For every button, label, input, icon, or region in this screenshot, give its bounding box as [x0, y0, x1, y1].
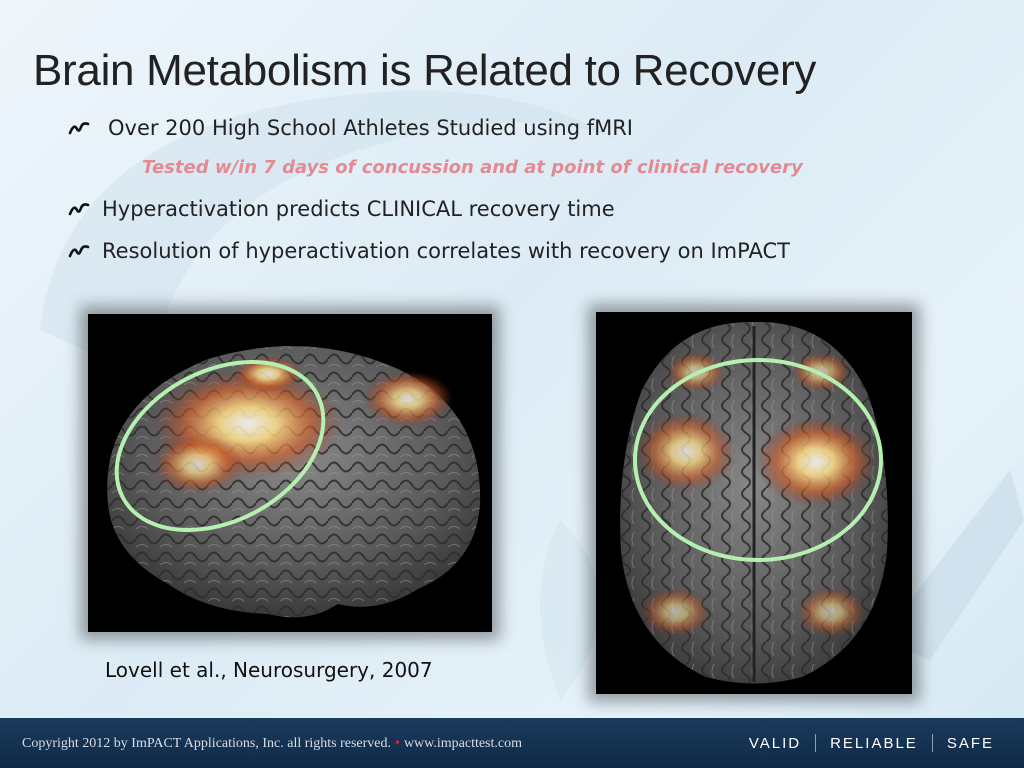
bullet-text: Over 200 High School Athletes Studied us…	[108, 116, 633, 140]
script-bullet-icon	[68, 203, 90, 216]
brain-top-fmri-image	[620, 321, 888, 684]
copyright-text: Copyright 2012 by ImPACT Applications, I…	[22, 736, 522, 752]
highlight-ring	[114, 360, 326, 532]
script-bullet-icon	[68, 122, 90, 135]
footer-bar: Copyright 2012 by ImPACT Applications, I…	[0, 718, 1024, 768]
brain-lateral-fmri-image	[107, 346, 481, 618]
bullet-item: Hyperactivation predicts CLINICAL recove…	[68, 197, 615, 221]
bullet-text: Resolution of hyperactivation correlates…	[102, 239, 790, 263]
copyright-prefix: Copyright 2012 by ImPACT Applications, I…	[22, 736, 392, 751]
tag-valid: VALID	[748, 734, 802, 752]
brain-top-image	[596, 312, 912, 694]
highlight-ring	[633, 358, 883, 562]
citation: Lovell et al., Neurosurgery, 2007	[105, 658, 433, 682]
slide-title: Brain Metabolism is Related to Recovery	[33, 46, 817, 95]
tagline: VALID RELIABLE SAFE	[749, 734, 994, 752]
tag-divider	[931, 734, 933, 752]
website-link[interactable]: www.impacttest.com	[403, 736, 523, 751]
logo-watermark	[40, 90, 1024, 700]
bullet-dot: •	[395, 736, 400, 751]
sub-bullet-text: Tested w/in 7 days of concussion and at …	[142, 157, 803, 178]
script-bullet-icon	[68, 245, 90, 258]
bullet-text: Hyperactivation predicts CLINICAL recove…	[102, 197, 615, 221]
brain-lateral-image	[88, 314, 492, 632]
bullet-item: Over 200 High School Athletes Studied us…	[68, 116, 633, 140]
tag-safe: SAFE	[946, 734, 994, 752]
tag-reliable: RELIABLE	[830, 734, 918, 752]
bullet-item: Resolution of hyperactivation correlates…	[68, 239, 790, 263]
tag-divider	[815, 734, 817, 752]
